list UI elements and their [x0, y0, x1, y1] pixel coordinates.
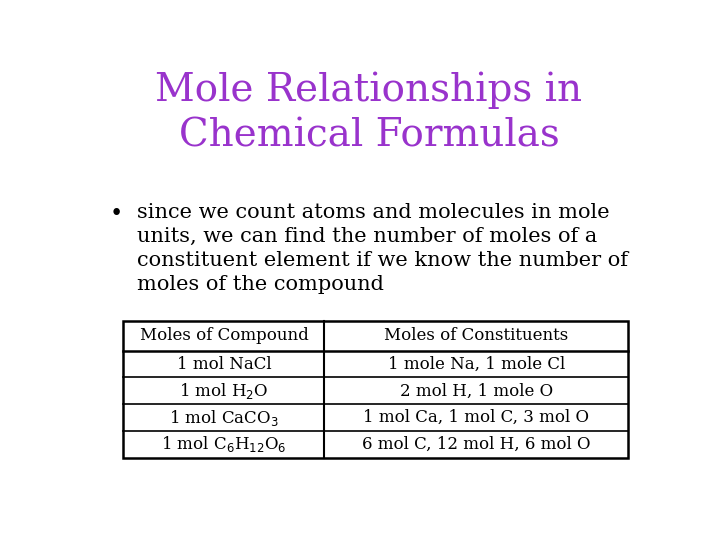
Text: 1 mol H$_2$O: 1 mol H$_2$O: [179, 381, 269, 401]
Text: Moles of Compound: Moles of Compound: [140, 327, 308, 344]
Text: moles of the compound: moles of the compound: [138, 275, 384, 294]
Text: constituent element if we know the number of: constituent element if we know the numbe…: [138, 251, 629, 270]
Text: 6 mol C, 12 mol H, 6 mol O: 6 mol C, 12 mol H, 6 mol O: [362, 436, 590, 453]
Text: 1 mol CaCO$_3$: 1 mol CaCO$_3$: [169, 408, 279, 428]
Text: 2 mol H, 1 mole O: 2 mol H, 1 mole O: [400, 382, 553, 400]
Text: Moles of Constituents: Moles of Constituents: [384, 327, 569, 344]
Text: Mole Relationships in
Chemical Formulas: Mole Relationships in Chemical Formulas: [156, 71, 582, 154]
Text: 1 mol NaCl: 1 mol NaCl: [176, 355, 271, 373]
Text: •: •: [109, 203, 123, 225]
Text: since we count atoms and molecules in mole: since we count atoms and molecules in mo…: [138, 203, 610, 222]
Text: 1 mol Ca, 1 mol C, 3 mol O: 1 mol Ca, 1 mol C, 3 mol O: [364, 409, 590, 426]
Text: 1 mole Na, 1 mole Cl: 1 mole Na, 1 mole Cl: [388, 355, 565, 373]
Text: units, we can find the number of moles of a: units, we can find the number of moles o…: [138, 227, 598, 246]
Text: 1 mol C$_6$H$_{12}$O$_6$: 1 mol C$_6$H$_{12}$O$_6$: [161, 434, 287, 454]
Bar: [124, 321, 629, 458]
